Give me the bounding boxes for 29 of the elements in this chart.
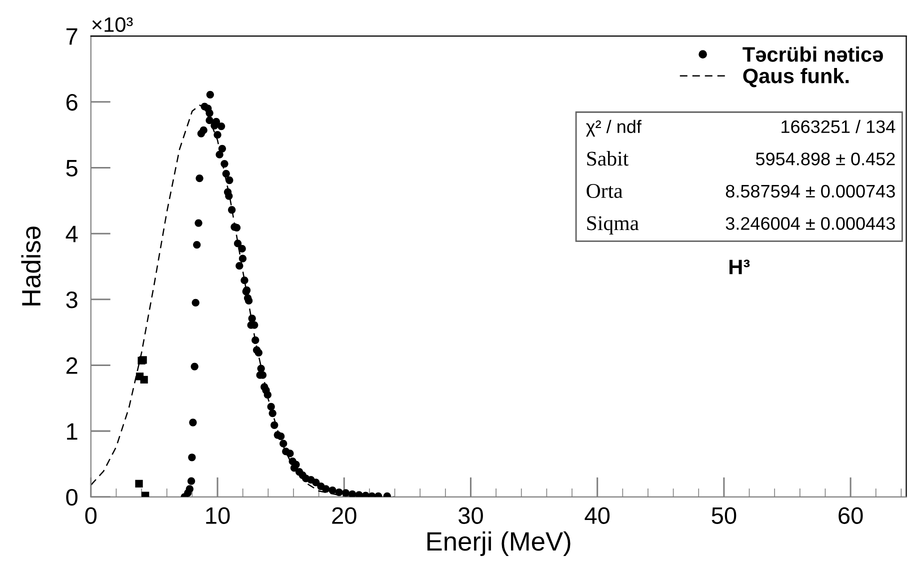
- annotation: Orta: [586, 184, 623, 198]
- text: ×10³: [92, 17, 133, 32]
- legend-label: Təcrübi nəticə: [742, 46, 883, 62]
- x-tick-label: 40: [584, 507, 610, 524]
- x-tick-label: 10: [206, 507, 230, 524]
- y-tick-label: 1: [67, 423, 78, 440]
- annotation: 8.587594 ± 0.000743: [726, 184, 895, 198]
- x-tick-label: 0: [85, 507, 97, 524]
- annotation: 1663251 / 134: [782, 120, 896, 134]
- x-tick-label: 20: [332, 507, 356, 524]
- y-tick-label: 7: [66, 28, 78, 45]
- y-tick-label: 2: [66, 357, 78, 374]
- x-axis-title: Enerji (MeV): [427, 531, 570, 556]
- y-axis-title: Hadisə: [21, 226, 41, 306]
- annotation: Sabit: [587, 151, 629, 166]
- x-tick-label: 30: [458, 507, 483, 524]
- y-tick-label: 5: [66, 160, 78, 177]
- y-tick-label: 6: [66, 94, 78, 111]
- y-tick-label: 0: [66, 488, 78, 506]
- annotation: χ² / ndf: [586, 120, 642, 137]
- legend-label: Qaus funk.: [743, 68, 849, 88]
- x-tick-label: 50: [712, 507, 736, 524]
- annotation: H³: [730, 260, 750, 274]
- y-tick-label: 3: [66, 291, 78, 308]
- annotation: 5954.898 ± 0.452: [756, 152, 895, 166]
- annotation: Siqma: [587, 216, 639, 234]
- y-tick-label: 4: [66, 226, 78, 242]
- x-tick-label: 60: [838, 507, 863, 524]
- annotation: 3.246004 ± 0.000443: [726, 217, 895, 230]
